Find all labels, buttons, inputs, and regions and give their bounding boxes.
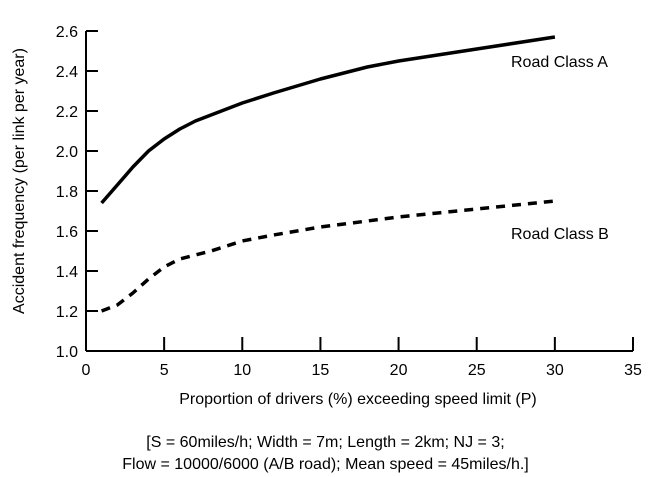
- y-tick-label: 2.0: [56, 144, 78, 161]
- x-tick-label: 25: [468, 362, 486, 379]
- series-line-road-class-a: [102, 37, 555, 203]
- axes: [86, 31, 633, 351]
- y-tick-label: 1.2: [56, 304, 78, 321]
- series-group: [102, 37, 555, 311]
- y-tick-label: 1.8: [56, 184, 78, 201]
- x-tick-label: 15: [312, 362, 330, 379]
- y-tick-label: 1.6: [56, 224, 78, 241]
- caption-line-1: [S = 60miles/h; Width = 7m; Length = 2km…: [0, 433, 651, 453]
- y-tick-label: 2.4: [56, 64, 78, 81]
- x-tick-label: 0: [82, 362, 91, 379]
- x-tick-label: 30: [546, 362, 564, 379]
- series-line-road-class-b: [102, 201, 555, 311]
- x-tick-label: 5: [160, 362, 169, 379]
- y-tick-label: 1.4: [56, 264, 78, 281]
- x-axis-title: Proportion of drivers (%) exceeding spee…: [179, 391, 536, 408]
- y-tick-label: 2.6: [56, 24, 78, 41]
- x-tick-label: 20: [390, 362, 408, 379]
- series-label-road-class-b: Road Class B: [511, 226, 609, 243]
- x-tick-label: 10: [233, 362, 251, 379]
- y-axis-title: Accident frequency (per link per year): [11, 48, 28, 314]
- series-label-road-class-a: Road Class A: [511, 54, 608, 71]
- ticks: 0 5 10 15 20 25 30 35 1.0 1.2 1.4 1.6 1.8 2.0 2.2 2.4 2.…: [56, 24, 642, 379]
- y-tick-label: 2.2: [56, 104, 78, 121]
- x-tick-label: 35: [624, 362, 642, 379]
- caption-line-2: Flow = 10000/6000 (A/B road); Mean speed…: [0, 455, 651, 475]
- y-tick-label: 1.0: [56, 344, 78, 361]
